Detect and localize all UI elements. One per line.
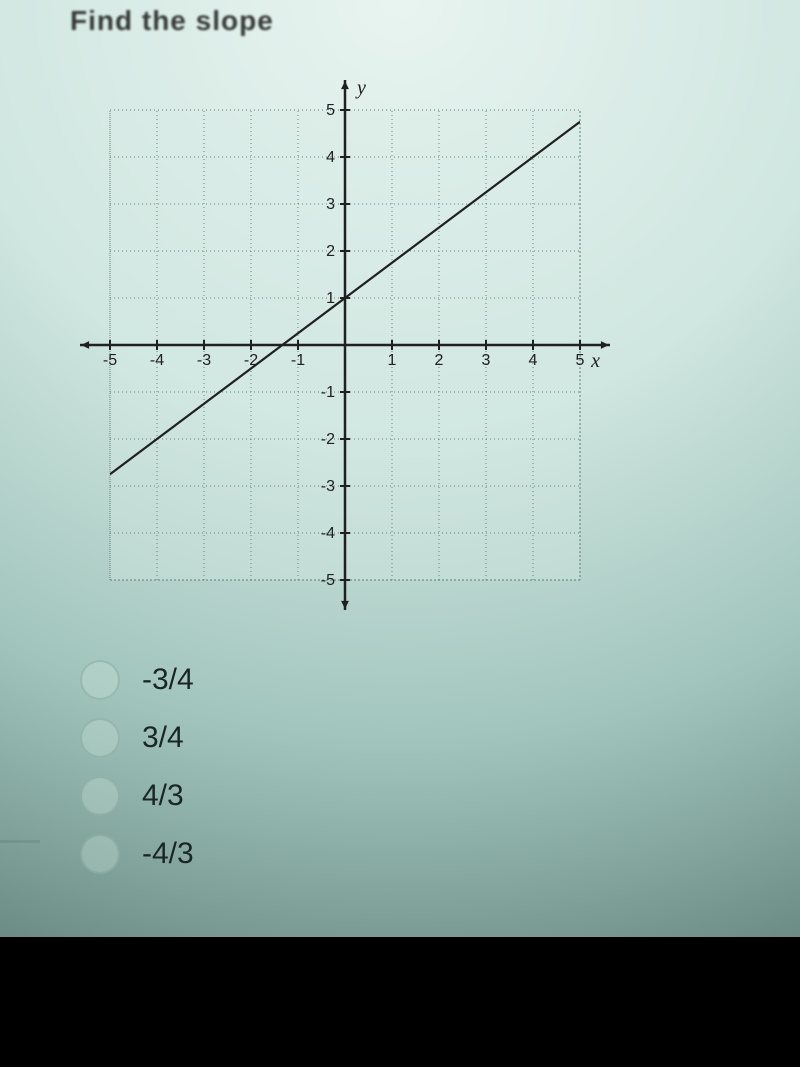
svg-text:-3: -3 <box>321 478 335 495</box>
radio-icon[interactable] <box>80 834 120 874</box>
svg-text:2: 2 <box>326 243 335 260</box>
svg-text:-1: -1 <box>321 384 335 401</box>
svg-text:4: 4 <box>529 352 538 369</box>
svg-text:y: y <box>355 80 366 99</box>
slope-chart: -5-4-3-2-112345-5-4-3-2-112345xy <box>80 80 610 615</box>
svg-text:2: 2 <box>435 352 444 369</box>
option-label: -3/4 <box>142 663 194 697</box>
svg-text:-2: -2 <box>244 352 258 369</box>
svg-text:4: 4 <box>326 149 335 166</box>
option-a[interactable]: -3/4 <box>80 660 194 700</box>
svg-text:x: x <box>590 350 600 372</box>
answer-options: -3/4 3/4 4/3 -4/3 <box>80 660 194 892</box>
svg-text:3: 3 <box>326 196 335 213</box>
svg-text:-4: -4 <box>150 352 164 369</box>
svg-text:5: 5 <box>576 352 585 369</box>
svg-text:-5: -5 <box>321 572 335 589</box>
page: Find the slope -5 -4 -3 -2 -1 1 2 3 4 5 -5 -4 -3 -2 -1… <box>0 0 800 1067</box>
svg-text:1: 1 <box>388 352 397 369</box>
radio-icon[interactable] <box>80 776 120 816</box>
svg-text:-1: -1 <box>291 352 305 369</box>
chart-svg: -5-4-3-2-112345-5-4-3-2-112345xy <box>80 80 610 610</box>
option-d[interactable]: -4/3 <box>80 834 194 874</box>
radio-icon[interactable] <box>80 718 120 758</box>
svg-text:-4: -4 <box>321 525 335 542</box>
option-label: 3/4 <box>142 721 184 755</box>
option-label: 4/3 <box>142 779 184 813</box>
option-label: -4/3 <box>142 837 194 871</box>
svg-text:-5: -5 <box>103 352 117 369</box>
svg-text:1: 1 <box>326 290 335 307</box>
divider-line <box>0 840 40 843</box>
svg-text:-3: -3 <box>197 352 211 369</box>
page-title: Find the slope <box>70 5 274 37</box>
svg-text:-2: -2 <box>321 431 335 448</box>
option-c[interactable]: 4/3 <box>80 776 194 816</box>
bottom-bar <box>0 937 800 1067</box>
radio-icon[interactable] <box>80 660 120 700</box>
svg-text:5: 5 <box>326 102 335 119</box>
option-b[interactable]: 3/4 <box>80 718 194 758</box>
svg-text:3: 3 <box>482 352 491 369</box>
